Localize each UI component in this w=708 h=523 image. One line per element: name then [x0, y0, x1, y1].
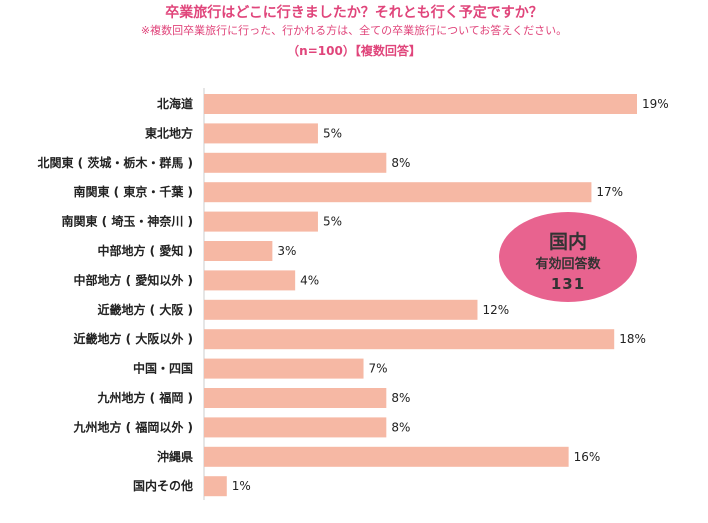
category-label: 近畿地方 ( 大阪 ) — [97, 302, 193, 317]
chart-title: 卒業旅行はどこに行きましたか？それとも行く予定ですか？ — [165, 5, 543, 21]
badge-title: 国内 — [549, 230, 587, 253]
chart-note: ※複数回卒業旅行に行った、行かれる方は、全ての卒業旅行についてお答えください。 — [140, 24, 568, 37]
bar — [204, 299, 478, 320]
category-label: 九州地方 ( 福岡以外 ) — [72, 419, 193, 434]
bar — [204, 211, 318, 232]
data-label: 18% — [619, 332, 646, 346]
data-label: 4% — [300, 273, 319, 287]
data-label: 7% — [369, 362, 388, 376]
category-label: 近畿地方 ( 大阪以外 ) — [73, 331, 193, 346]
data-label: 8% — [391, 420, 410, 434]
badge-count: 131 — [551, 275, 585, 293]
bar — [204, 417, 387, 438]
data-label: 16% — [574, 450, 601, 464]
data-label: 17% — [596, 185, 623, 199]
data-label: 3% — [277, 244, 296, 258]
data-label: 5% — [323, 215, 342, 229]
data-label: 5% — [323, 126, 342, 140]
respondents-badge: 国内 有効回答数 131 — [499, 212, 637, 302]
category-label: 南関東 ( 東京・千葉 ) — [73, 184, 193, 199]
category-label: 南関東 ( 埼玉・神奈川 ) — [61, 214, 193, 229]
bar — [204, 476, 227, 497]
data-label: 19% — [642, 97, 669, 111]
bar — [204, 241, 273, 261]
category-label: 国内その他 — [133, 478, 193, 493]
category-label: 沖縄県 — [157, 449, 193, 464]
data-label: 12% — [482, 303, 509, 317]
bar — [204, 388, 387, 408]
data-label: 8% — [391, 156, 410, 170]
category-label: 中国・四国 — [133, 361, 193, 376]
chart-subtitle: （n=100）【複数回答】 — [287, 44, 421, 58]
badge-ellipse — [499, 212, 637, 302]
bar — [204, 446, 569, 467]
bar — [204, 152, 387, 173]
category-label: 北関東 ( 茨城・栃木・群馬 ) — [37, 155, 193, 170]
category-label: 中部地方 ( 愛知 ) — [97, 243, 193, 258]
category-label: 中部地方 ( 愛知以外 ) — [73, 272, 193, 287]
bar — [204, 94, 637, 114]
bar — [204, 123, 318, 144]
category-label: 北海道 — [157, 96, 193, 111]
bar — [204, 329, 615, 350]
category-label: 九州地方 ( 福岡 ) — [96, 390, 193, 405]
badge-label: 有効回答数 — [535, 256, 601, 272]
bar — [204, 270, 296, 291]
category-label: 東北地方 — [145, 125, 193, 140]
bar — [204, 182, 592, 203]
data-label: 8% — [391, 391, 410, 405]
data-label: 1% — [232, 479, 251, 493]
bar — [204, 358, 364, 379]
bars-group: 北海道 19% 東北地方 5% 北関東 ( 茨城・栃木・群馬 ) 8% 南関東 ( 東京・千… — [37, 88, 669, 500]
